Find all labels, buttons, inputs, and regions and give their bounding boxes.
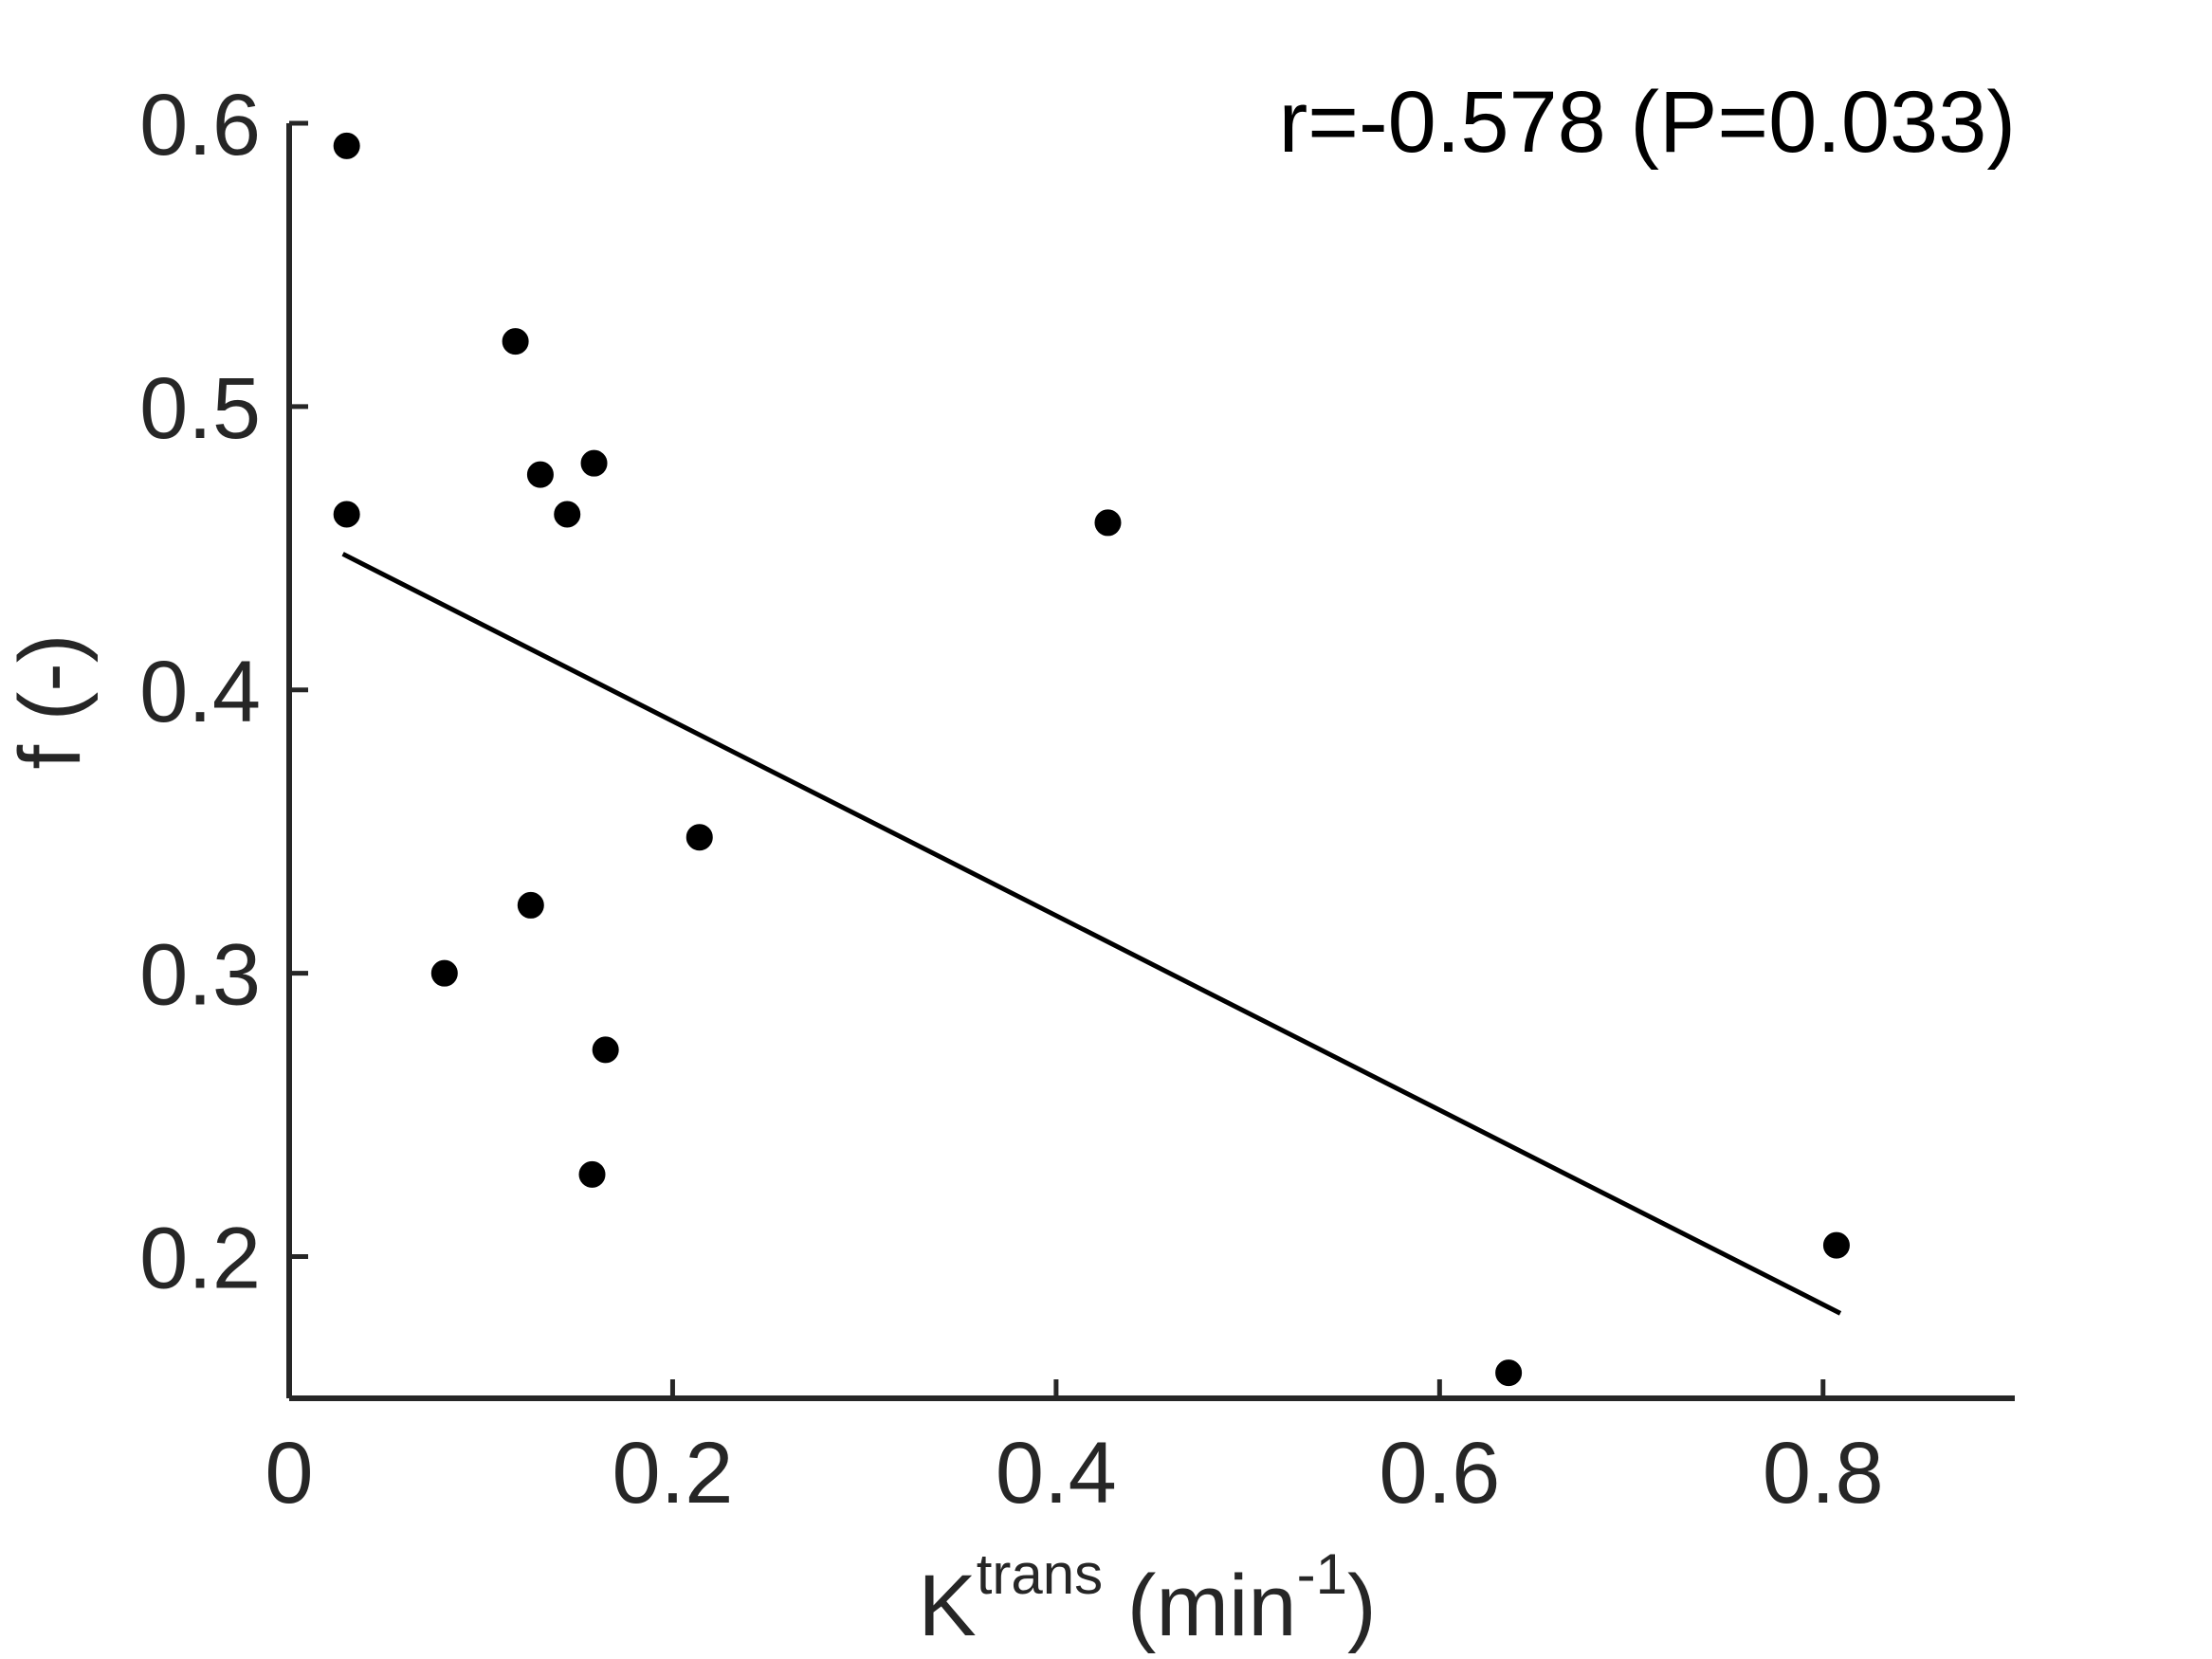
x-tick-label: 0.8 [1763,1425,1884,1522]
data-point [554,501,581,528]
data-point [526,461,554,488]
fit-line-group [341,552,1842,1316]
x-axis-label-unit-close: ) [1347,1558,1377,1654]
data-points [333,132,1850,1387]
y-axis-label: f (-) [2,633,99,769]
x-tick-label: 0.6 [1379,1425,1500,1522]
data-point [1495,1359,1523,1387]
correlation-annotation: r=-0.578 (P=0.033) [1279,74,2016,171]
data-point [333,501,360,528]
x-axis-label: Ktrans (min-1) [918,1542,1376,1654]
x-axis-label-base: K [918,1558,976,1654]
data-point [578,1160,606,1188]
x-tick-label: 0 [265,1425,313,1522]
x-tick-label: 0.2 [612,1425,733,1522]
y-tick-label: 0.3 [139,927,261,1024]
data-point [580,449,608,477]
y-tick-label: 0.2 [139,1211,261,1307]
y-tick-label: 0.6 [139,77,261,173]
y-tick-label: 0.4 [139,644,261,740]
data-point [1094,509,1122,537]
x-axis-label-superscript: trans [977,1542,1103,1606]
x-axis-label-unit-open: (min [1103,1558,1296,1654]
data-point [502,328,529,356]
x-axis-label-unit-superscript: -1 [1297,1542,1347,1606]
regression-line [341,552,1842,1316]
data-point [686,824,713,851]
data-point [333,132,360,159]
y-tick-label: 0.5 [139,360,261,457]
data-point [430,959,458,987]
data-point [517,891,544,919]
x-tick-label: 0.4 [996,1425,1117,1522]
data-point [592,1036,619,1064]
data-point [1822,1231,1850,1259]
axes: 0 0.2 0.4 0.6 0.8 0.2 0.3 0.4 0.5 0.6 [139,77,2015,1522]
